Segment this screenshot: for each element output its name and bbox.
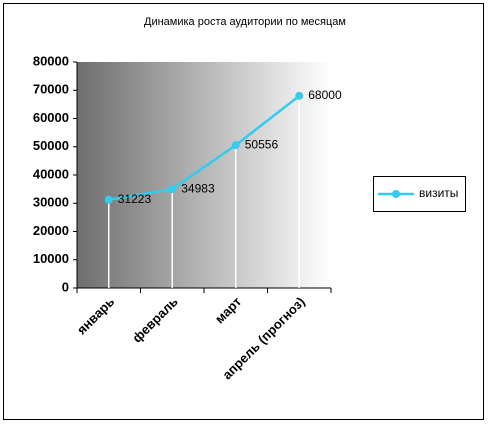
- y-tick-label: 60000: [33, 110, 69, 125]
- data-label: 68000: [308, 88, 342, 102]
- data-point: [104, 195, 113, 204]
- y-tick-label: 50000: [33, 138, 69, 153]
- data-label: 34983: [181, 181, 215, 195]
- data-point: [231, 141, 240, 150]
- chart-title: Динамика роста аудитории по месяцам: [144, 16, 346, 28]
- data-label: 31223: [118, 192, 152, 206]
- data-point: [168, 185, 177, 194]
- legend-label: визиты: [419, 186, 458, 200]
- y-tick-label: 0: [62, 279, 69, 294]
- legend-marker: [392, 190, 400, 198]
- y-tick-label: 20000: [33, 223, 69, 238]
- plot-area: [77, 62, 331, 288]
- y-tick-label: 40000: [33, 166, 69, 181]
- data-label: 50556: [245, 137, 279, 151]
- y-tick-label: 30000: [33, 195, 69, 210]
- y-tick-label: 10000: [33, 251, 69, 266]
- y-tick-label: 70000: [33, 82, 69, 97]
- series-line: [108, 94, 301, 202]
- data-point: [295, 91, 304, 100]
- y-tick-label: 80000: [33, 53, 69, 68]
